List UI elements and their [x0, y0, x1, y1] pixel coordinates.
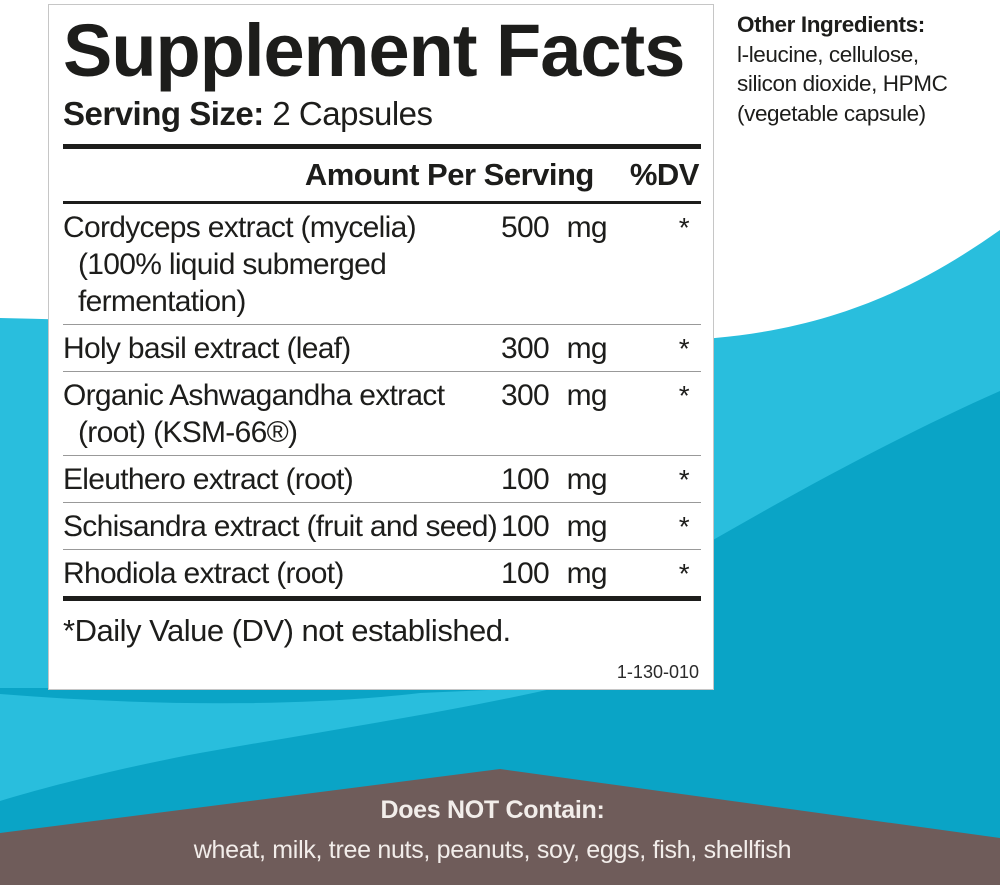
light-teal-swoosh: [0, 687, 560, 801]
ingredient-name-line: Organic Ashwagandha extract: [63, 379, 445, 412]
ingredient-name-line: fermentation): [78, 285, 246, 318]
ingredient-name: Organic Ashwagandha extract (root) (KSM-6…: [63, 377, 501, 451]
table-row: Schisandra extract (fruit and seed) 100 …: [63, 502, 701, 549]
other-ingredients-line: silicon dioxide, HPMC: [737, 71, 948, 96]
brown-band: [0, 769, 1000, 885]
table-row: Cordyceps extract (mycelia) (100% liquid …: [63, 204, 701, 324]
divider-thick-top: [63, 144, 701, 149]
ingredient-name-line: Rhodiola extract (root): [63, 557, 344, 590]
ingredient-name: Holy basil extract (leaf): [63, 330, 501, 367]
ingredient-name-line: Schisandra extract (fruit and seed): [63, 510, 498, 543]
ingredient-amount: 300 mg: [501, 379, 608, 412]
ingredient-table: Cordyceps extract (mycelia) (100% liquid …: [63, 204, 701, 596]
ingredient-name: Eleuthero extract (root): [63, 461, 501, 498]
ingredient-name: Cordyceps extract (mycelia) (100% liquid …: [63, 209, 501, 320]
supplement-facts-panel: Supplement Facts Serving Size: 2 Capsule…: [48, 4, 714, 690]
panel-title: Supplement Facts: [63, 9, 685, 92]
ingredient-name-line: (100% liquid submerged: [78, 248, 387, 281]
ingredient-name-line: (root) (KSM-66®): [78, 416, 298, 449]
ingredient-amount: 100 mg: [501, 557, 608, 590]
ingredient-name-line: Holy basil extract (leaf): [63, 332, 351, 365]
table-row: Rhodiola extract (root) 100 mg *: [63, 549, 701, 596]
serving-size-label: Serving Size:: [63, 95, 264, 132]
divider-thick-bottom: [63, 596, 701, 601]
ingredient-dv: *: [678, 212, 690, 243]
ingredient-dv: *: [678, 380, 690, 411]
column-amount-per-serving: Amount Per Serving: [304, 157, 595, 192]
table-row: Organic Ashwagandha extract (root) (KSM-6…: [63, 371, 701, 455]
table-header: Amount Per Serving %DV: [63, 157, 701, 199]
ingredient-dv: *: [678, 464, 690, 495]
ingredient-name-line: Eleuthero extract (root): [63, 463, 354, 496]
ingredient-dv: *: [678, 511, 690, 542]
divider-header: [63, 201, 701, 204]
column-percent-dv: %DV: [629, 157, 700, 192]
other-ingredients-line: (vegetable capsule): [737, 100, 926, 126]
dark-teal-wave: [0, 391, 1000, 885]
ingredient-amount: 100 mg: [501, 463, 608, 496]
table-row: Eleuthero extract (root) 100 mg *: [63, 455, 701, 502]
serving-size-value: 2 Capsules: [263, 95, 433, 132]
serving-size: Serving Size: 2 Capsules: [63, 95, 701, 133]
ingredient-amount: 100 mg: [501, 510, 608, 543]
table-row: Holy basil extract (leaf) 300 mg *: [63, 324, 701, 371]
ingredient-name: Rhodiola extract (root): [63, 555, 501, 592]
ingredient-dv: *: [678, 333, 690, 364]
other-ingredients-block: Other Ingredients: l-leucine, cellulose,…: [737, 10, 977, 128]
product-code: 1-130-010: [616, 662, 699, 682]
daily-value-footnote: *Daily Value (DV) not established.: [63, 613, 511, 648]
ingredient-name-line: Cordyceps extract (mycelia): [63, 211, 417, 244]
ingredient-amount: 500 mg: [501, 211, 608, 244]
other-ingredients-line: l-leucine, cellulose,: [737, 41, 919, 67]
ingredient-dv: *: [678, 558, 690, 589]
ingredient-amount: 300 mg: [501, 332, 608, 365]
other-ingredients-label: Other Ingredients:: [737, 12, 925, 37]
ingredient-name: Schisandra extract (fruit and seed): [63, 508, 501, 545]
